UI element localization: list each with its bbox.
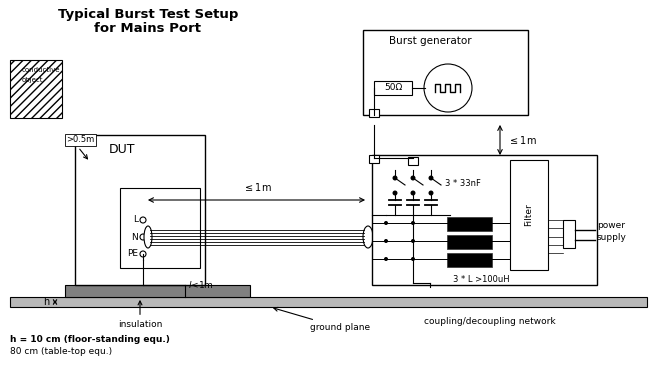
- Circle shape: [140, 217, 146, 223]
- Bar: [369, 109, 379, 117]
- Text: 80 cm (table-top equ.): 80 cm (table-top equ.): [10, 347, 112, 356]
- Bar: [408, 157, 418, 165]
- Bar: [447, 253, 492, 267]
- Circle shape: [411, 176, 415, 180]
- Text: Burst generator: Burst generator: [389, 36, 471, 46]
- Circle shape: [140, 234, 146, 240]
- Text: supply: supply: [597, 234, 627, 242]
- Text: Typical Burst Test Setup: Typical Burst Test Setup: [58, 8, 238, 21]
- Text: $l$<1m: $l$<1m: [188, 279, 214, 290]
- Text: h = 10 cm (floor-standing equ.): h = 10 cm (floor-standing equ.): [10, 335, 170, 344]
- Text: ground plane: ground plane: [274, 307, 370, 332]
- Text: conductive: conductive: [22, 67, 60, 73]
- Circle shape: [411, 221, 415, 225]
- Bar: [363, 30, 528, 115]
- Text: $\leq$1m: $\leq$1m: [242, 181, 271, 193]
- Circle shape: [384, 257, 388, 261]
- Bar: [369, 155, 379, 163]
- Ellipse shape: [144, 226, 152, 248]
- Circle shape: [140, 251, 146, 257]
- Text: N: N: [131, 232, 138, 241]
- Circle shape: [411, 190, 415, 196]
- Text: L: L: [133, 215, 138, 224]
- Bar: [510, 160, 548, 270]
- Circle shape: [428, 176, 434, 180]
- Text: 50Ω: 50Ω: [384, 83, 402, 93]
- Circle shape: [428, 190, 434, 196]
- Text: insulation: insulation: [118, 301, 162, 329]
- Bar: [447, 217, 492, 231]
- Circle shape: [392, 190, 397, 196]
- Circle shape: [384, 239, 388, 243]
- Text: PE: PE: [127, 249, 138, 259]
- Text: coupling/decoupling network: coupling/decoupling network: [424, 317, 556, 326]
- Bar: [65, 285, 250, 297]
- Circle shape: [392, 176, 397, 180]
- Circle shape: [411, 257, 415, 261]
- Text: $\leq$1m: $\leq$1m: [508, 134, 537, 146]
- Bar: [447, 235, 492, 249]
- Bar: [563, 220, 575, 248]
- Bar: [10, 297, 647, 307]
- Text: h: h: [43, 297, 49, 307]
- Text: DUT: DUT: [109, 143, 135, 156]
- Bar: [10, 60, 62, 118]
- Circle shape: [411, 239, 415, 243]
- Text: power: power: [597, 221, 625, 231]
- Bar: [374, 81, 412, 95]
- Circle shape: [424, 64, 472, 112]
- Text: 3 * 33nF: 3 * 33nF: [445, 179, 481, 187]
- Bar: [120, 188, 200, 268]
- Text: >0.5m: >0.5m: [66, 135, 94, 145]
- Text: 3 * L >100uH: 3 * L >100uH: [453, 275, 510, 284]
- Text: object: object: [22, 77, 43, 83]
- Bar: [75, 135, 205, 285]
- Text: for Mains Port: for Mains Port: [95, 22, 202, 35]
- Circle shape: [384, 221, 388, 225]
- Ellipse shape: [363, 226, 373, 248]
- Text: Filter: Filter: [524, 204, 533, 226]
- Bar: [372, 155, 597, 285]
